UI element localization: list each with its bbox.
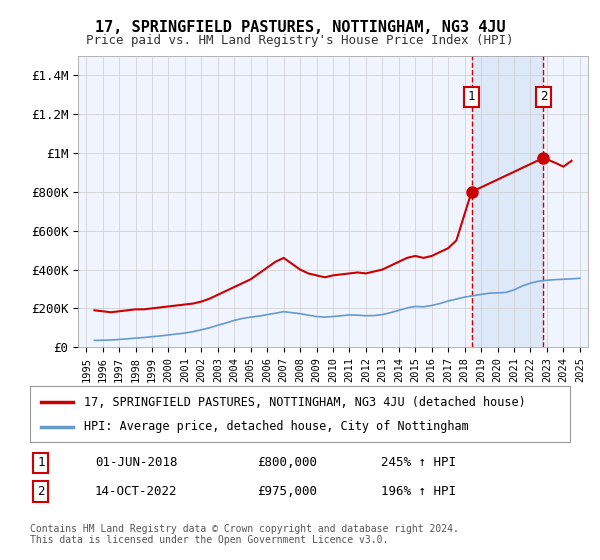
Text: 1: 1 xyxy=(468,90,475,103)
Text: 2: 2 xyxy=(539,90,547,103)
Text: HPI: Average price, detached house, City of Nottingham: HPI: Average price, detached house, City… xyxy=(84,420,469,433)
Text: Contains HM Land Registry data © Crown copyright and database right 2024.
This d: Contains HM Land Registry data © Crown c… xyxy=(30,524,459,545)
Text: £975,000: £975,000 xyxy=(257,485,317,498)
Bar xyxy=(472,56,544,347)
Text: Price paid vs. HM Land Registry's House Price Index (HPI): Price paid vs. HM Land Registry's House … xyxy=(86,34,514,46)
Text: 196% ↑ HPI: 196% ↑ HPI xyxy=(381,485,456,498)
Text: 14-OCT-2022: 14-OCT-2022 xyxy=(95,485,178,498)
Text: 17, SPRINGFIELD PASTURES, NOTTINGHAM, NG3 4JU (detached house): 17, SPRINGFIELD PASTURES, NOTTINGHAM, NG… xyxy=(84,395,526,409)
Text: £800,000: £800,000 xyxy=(257,456,317,469)
Text: 17, SPRINGFIELD PASTURES, NOTTINGHAM, NG3 4JU: 17, SPRINGFIELD PASTURES, NOTTINGHAM, NG… xyxy=(95,20,505,35)
Text: 2: 2 xyxy=(37,485,44,498)
Text: 245% ↑ HPI: 245% ↑ HPI xyxy=(381,456,456,469)
Text: 1: 1 xyxy=(37,456,44,469)
Text: 01-JUN-2018: 01-JUN-2018 xyxy=(95,456,178,469)
